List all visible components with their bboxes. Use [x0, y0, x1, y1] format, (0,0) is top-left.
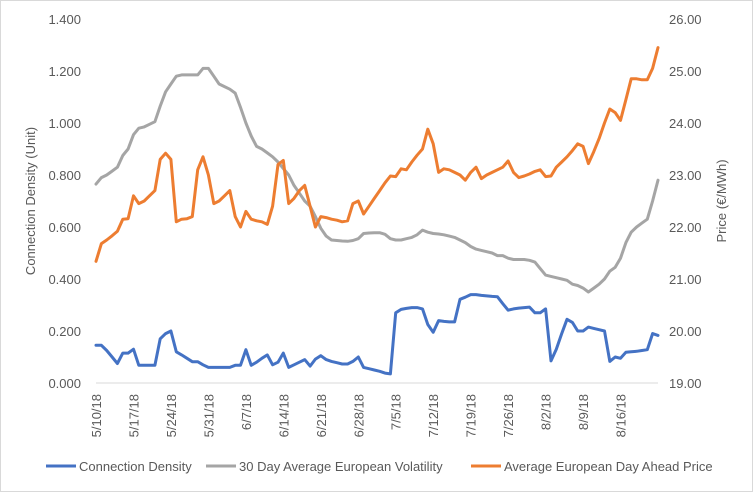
y-tick-label: 0.000 [48, 376, 81, 391]
x-tick-label: 7/12/18 [426, 394, 441, 437]
series-line-2 [94, 66, 660, 294]
x-axis-ticks: 5/10/18 5/17/18 5/24/18 5/31/18 6/7/18 6/14/1… [89, 394, 629, 437]
legend-label: Connection Density [79, 459, 192, 474]
left-axis-ticks: 0.000 0.200 0.400 0.600 0.800 1.000 1.200 1.400 [48, 12, 81, 391]
legend-label: Average European Day Ahead Price [504, 459, 713, 474]
y-tick-label: 0.200 [48, 324, 81, 339]
y-tick-label: 0.800 [48, 168, 81, 183]
y2-tick-label: 23.00 [669, 168, 702, 183]
y-axis-title: Connection Density (Unit) [23, 127, 38, 275]
y-tick-label: 1.200 [48, 64, 81, 79]
x-tick-label: 6/28/18 [351, 394, 366, 437]
series-lines [94, 46, 660, 376]
legend-label: 30 Day Average European Volatility [239, 459, 443, 474]
series-line-1 [94, 293, 660, 376]
y2-axis-title: Price (€/MWh) [714, 159, 729, 242]
x-tick-label: 5/10/18 [89, 394, 104, 437]
right-axis-ticks: 19.00 20.00 21.00 22.00 23.00 24.00 25.00 26.00 [669, 12, 702, 391]
y2-tick-label: 21.00 [669, 272, 702, 287]
x-tick-label: 7/26/18 [501, 394, 516, 437]
x-tick-label: 7/19/18 [464, 394, 479, 437]
x-tick-label: 5/17/18 [126, 394, 141, 437]
x-tick-label: 6/14/18 [276, 394, 291, 437]
y2-tick-label: 22.00 [669, 220, 702, 235]
series-line-3 [94, 46, 660, 263]
y2-tick-label: 19.00 [669, 376, 702, 391]
legend: Connection Density 30 Day Average Europea… [46, 459, 713, 474]
y-tick-label: 1.400 [48, 12, 81, 27]
y-tick-label: 0.400 [48, 272, 81, 287]
y-tick-label: 1.000 [48, 116, 81, 131]
y2-tick-label: 25.00 [669, 64, 702, 79]
y2-tick-label: 26.00 [669, 12, 702, 27]
x-tick-label: 6/7/18 [239, 394, 254, 430]
x-tick-label: 5/24/18 [164, 394, 179, 437]
x-tick-label: 8/2/18 [539, 394, 554, 430]
x-tick-label: 8/9/18 [576, 394, 591, 430]
y-tick-label: 0.600 [48, 220, 81, 235]
x-tick-label: 8/16/18 [614, 394, 629, 437]
y2-tick-label: 24.00 [669, 116, 702, 131]
x-tick-label: 6/21/18 [314, 394, 329, 437]
x-tick-label: 7/5/18 [389, 394, 404, 430]
x-tick-label: 5/31/18 [201, 394, 216, 437]
y2-tick-label: 20.00 [669, 324, 702, 339]
